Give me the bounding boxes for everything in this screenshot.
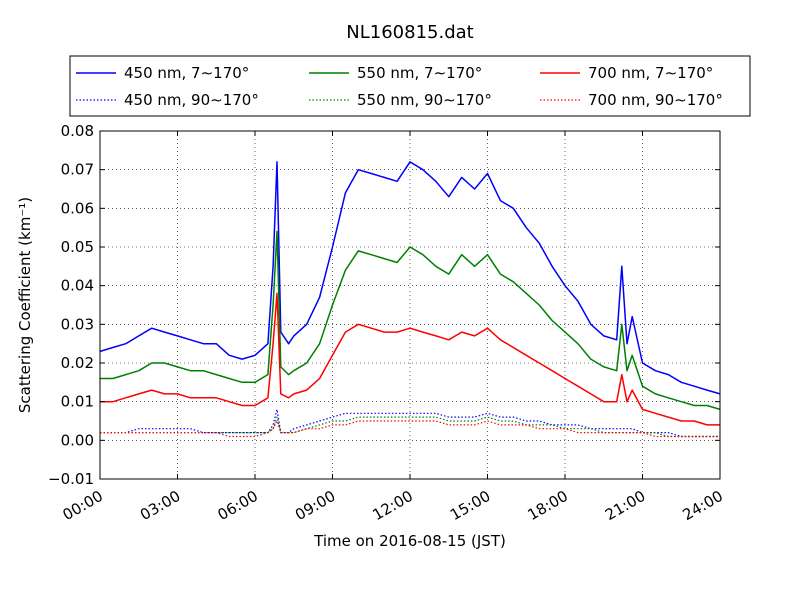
- x-axis-label: Time on 2016-08-15 (JST): [313, 532, 506, 550]
- x-tick-label: 24:00: [680, 487, 726, 524]
- legend-label-0: 450 nm, 7∼170°: [124, 64, 249, 82]
- x-tick-label: 15:00: [447, 487, 493, 524]
- y-tick-label: 0.04: [61, 277, 94, 295]
- y-tick-label: 0.03: [61, 315, 94, 333]
- y-tick-label: 0.06: [61, 199, 94, 217]
- chart-grid: [99, 130, 721, 480]
- legend-label-2: 550 nm, 7∼170°: [357, 64, 482, 82]
- series-line-3: [100, 416, 720, 438]
- y-tick-label: 0.00: [61, 431, 94, 449]
- y-tick-label: −0.01: [48, 470, 94, 488]
- x-tick-label: 09:00: [292, 487, 338, 524]
- legend-label-1: 450 nm, 90∼170°: [124, 91, 259, 109]
- series-line-2: [100, 230, 721, 411]
- legend-label-3: 550 nm, 90∼170°: [357, 91, 492, 109]
- chart-title: NL160815.dat: [346, 22, 473, 43]
- legend-box: [69, 55, 751, 117]
- series-line-1: [100, 408, 720, 438]
- series-line-5: [100, 420, 720, 438]
- x-tick-label: 00:00: [60, 487, 106, 524]
- legend-label-4: 700 nm, 7∼170°: [588, 64, 713, 82]
- x-tick-label: 21:00: [602, 487, 648, 524]
- series-line-4: [100, 292, 720, 426]
- axis-ticks: 00:00 03:00 06:00 09:00 12:00 15:00 18:00 21:00…: [48, 122, 726, 524]
- chart-legend: 450 nm, 7∼170° 550 nm, 7∼170° 700 nm, 7∼17…: [69, 55, 751, 117]
- x-tick-label: 18:00: [525, 487, 571, 524]
- x-tick-label: 12:00: [370, 487, 416, 524]
- y-tick-label: 0.05: [61, 238, 94, 256]
- y-tick-label: 0.07: [61, 161, 94, 179]
- series-layer: [99, 161, 721, 438]
- y-tick-label: 0.02: [61, 354, 94, 372]
- x-tick-label: 06:00: [215, 487, 261, 524]
- legend-label-5: 700 nm, 90∼170°: [588, 91, 723, 109]
- y-tick-label: 0.08: [61, 122, 94, 140]
- x-tick-label: 03:00: [137, 487, 183, 524]
- y-tick-label: 0.01: [61, 393, 94, 411]
- y-axis-label: Scattering Coefficient (km⁻¹): [16, 197, 34, 413]
- series-line-0: [99, 161, 721, 395]
